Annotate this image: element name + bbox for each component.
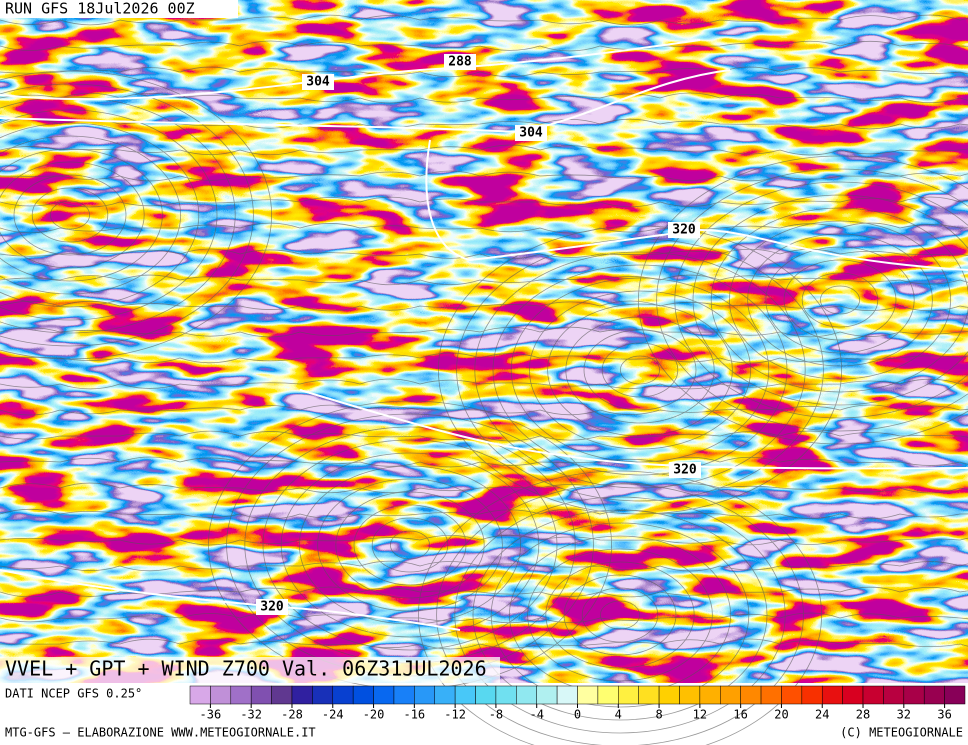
colorbar-swatch [944,685,966,705]
colorbar-swatch [638,685,660,705]
colorbar-swatch [597,685,619,705]
source-label: DATI NCEP GFS 0.25° [5,687,142,701]
colorbar-swatch [699,685,721,705]
colorbar-tick-label: -8 [489,708,503,722]
colorbar-tick-label: -12 [444,708,466,722]
colorbar-swatch [720,685,741,705]
footer-right: (C) METEOGIORNALE [840,726,963,740]
colorbar-swatch [903,685,925,705]
colorbar-tick-label: -20 [363,708,385,722]
colorbar-swatch [250,685,272,705]
colorbar-swatch [271,685,293,705]
colorbar-tick-label: 36 [937,708,951,722]
contour-label: 304 [519,126,543,141]
colorbar-swatch [414,685,435,705]
colorbar-swatch [801,685,823,705]
contour-label: 288 [448,55,472,70]
vertical-velocity-field [0,0,968,683]
colorbar-swatch [352,685,374,705]
colorbar-swatch [210,685,232,705]
colorbar-swatch [679,685,701,705]
contour-label: 320 [673,463,697,478]
colorbar-swatch [189,685,211,705]
colorbar-tick-label: -24 [322,708,344,722]
colorbar-tick-label: 16 [733,708,747,722]
streamlines [0,14,968,745]
header-box [0,0,238,18]
colorbar-tick-label: 0 [574,708,581,722]
contour-label-box [668,222,700,238]
colorbar-swatch [862,685,884,705]
colorbar-swatch [821,685,843,705]
colorbar-swatch [883,685,905,705]
colorbar-swatch [618,685,639,705]
colorbar-swatch [373,685,395,705]
colorbar-swatch [332,685,354,705]
colorbar-swatch [556,685,578,705]
colorbar-tick-label: 32 [897,708,911,722]
contour-label-box [256,599,288,615]
colorbar-swatch [475,685,497,705]
contour-label-box [669,462,701,478]
colorbar-swatch [923,685,945,705]
contour-line [0,39,701,101]
map-title: VVEL + GPT + WIND Z700 Val. 06Z31JUL2026 [5,657,487,681]
colorbar-swatch [312,685,334,705]
contour-line [299,389,968,470]
contour-line [425,139,968,271]
colorbar-swatch [291,685,313,705]
colorbar-tick-label: 24 [815,708,829,722]
colorbar-tick-label: -32 [240,708,262,722]
colorbar-swatch [393,685,415,705]
contour-label: 320 [260,600,284,615]
contour-line [0,69,731,134]
colorbar-swatch [781,685,803,705]
contour-label-box [444,54,476,70]
contour-labels: 288 304 304 320 320 320 [256,54,701,615]
colorbar-swatch [740,685,762,705]
colorbar-tick-label: -28 [281,708,303,722]
colorbar-tick-label: -4 [529,708,543,722]
colorbar-tick-label: 4 [615,708,622,722]
contour-label-box [302,74,334,90]
colorbar-tick-label: 20 [774,708,788,722]
contour-label: 320 [672,223,696,238]
colorbar-tick-label: 8 [655,708,662,722]
colorbar: -36 -32 -28 -24 -20 -16 -12 -8 -4 0 4 8 12 16 20 24 28 32… [189,685,966,722]
colorbar-swatch [230,685,252,705]
colorbar-tick-label: -16 [403,708,425,722]
run-label: RUN GFS 18Jul2026 00Z [5,0,195,18]
colorbar-swatch [516,685,537,705]
colorbar-swatch [454,685,476,705]
colorbar-swatch [495,685,517,705]
colorbar-swatch [536,685,558,705]
colorbar-swatch [658,685,680,705]
contour-label: 304 [306,75,330,90]
colorbar-tick-label: 12 [693,708,707,722]
colorbar-swatch [577,685,599,705]
colorbar-swatch [760,685,782,705]
colorbar-swatch [842,685,864,705]
contour-label-box [515,125,547,141]
colorbar-tick-label: -36 [200,708,222,722]
colorbar-swatch [434,685,456,705]
colorbar-tick-label: 28 [856,708,870,722]
title-box [0,657,500,683]
footer-left: MTG-GFS – ELABORAZIONE WWW.METEOGIORNALE… [5,726,316,740]
